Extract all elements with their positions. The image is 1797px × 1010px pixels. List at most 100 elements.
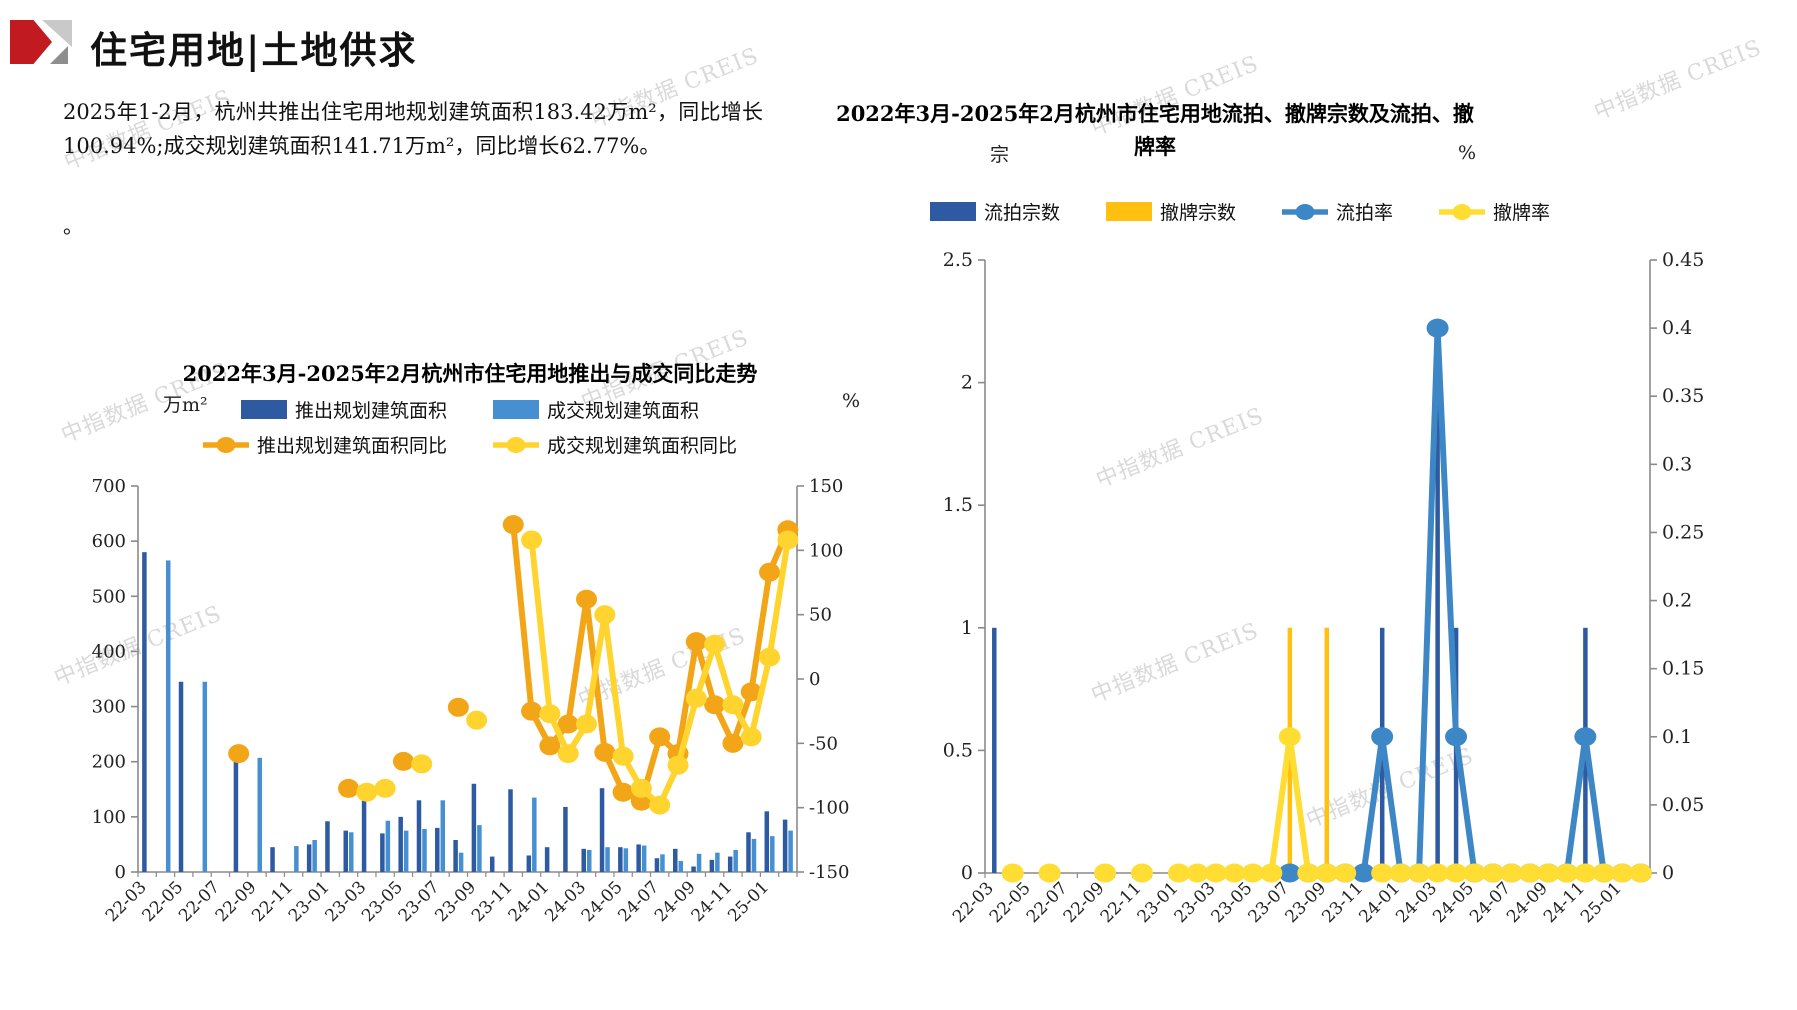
legend-line-swatch-icon xyxy=(202,436,249,453)
svg-text:23-05: 23-05 xyxy=(358,877,407,926)
summary-paragraph: 2025年1-2月，杭州共推出住宅用地规划建筑面积183.42万m²，同比增长1… xyxy=(63,100,763,158)
svg-text:0.1: 0.1 xyxy=(1662,726,1692,748)
svg-text:24-09: 24-09 xyxy=(651,877,700,926)
left-chart-legend: 推出规划建筑面积 成交规划建筑面积推出规划建筑面积同比 成交规划建筑面积同比 xyxy=(140,396,800,458)
svg-text:0.05: 0.05 xyxy=(1662,794,1704,816)
svg-text:-50: -50 xyxy=(809,733,838,754)
legend-bar-swatch-icon xyxy=(493,400,539,419)
right-chart-left-axis-unit: 宗 xyxy=(990,144,1010,166)
svg-text:0.45: 0.45 xyxy=(1662,249,1704,271)
svg-text:700: 700 xyxy=(92,476,126,497)
left-chart-left-axis-unit: 万m² xyxy=(163,394,208,416)
legend-item: 撤牌率 xyxy=(1439,198,1550,225)
svg-text:24-03: 24-03 xyxy=(541,877,590,926)
svg-text:25-01: 25-01 xyxy=(1577,878,1626,927)
legend-item: 流拍宗数 xyxy=(929,198,1060,225)
legend-line-swatch-icon xyxy=(493,436,539,453)
svg-text:-150: -150 xyxy=(809,862,849,883)
page-title: 住宅用地|土地供求 xyxy=(90,28,418,72)
legend-label: 撤牌率 xyxy=(1493,202,1551,224)
legend-bar-swatch-icon xyxy=(1105,202,1152,221)
svg-text:23-01: 23-01 xyxy=(1134,878,1183,927)
legend-label: 推出规划建筑面积同比 xyxy=(256,435,447,457)
svg-text:0.35: 0.35 xyxy=(1662,385,1704,407)
svg-text:23-09: 23-09 xyxy=(431,877,480,926)
svg-text:600: 600 xyxy=(92,531,126,552)
svg-text:24-11: 24-11 xyxy=(1540,878,1589,927)
svg-text:400: 400 xyxy=(92,641,126,662)
svg-text:24-09: 24-09 xyxy=(1503,878,1552,927)
right-chart: 0 0.5 1 1.5 2 2.5 0 0.05 0.1 0.15 0.2 0.25 0.3 0.35 0.… xyxy=(943,249,1705,927)
legend-item: 推出规划建筑面积同比 xyxy=(202,431,447,458)
svg-text:0.3: 0.3 xyxy=(1662,453,1692,475)
legend-label: 流拍率 xyxy=(1336,202,1394,224)
svg-text:23-11: 23-11 xyxy=(1318,878,1367,927)
svg-text:23-03: 23-03 xyxy=(1171,878,1220,927)
legend-item: 成交规划建筑面积同比 xyxy=(493,431,737,458)
svg-text:0.25: 0.25 xyxy=(1662,521,1704,543)
svg-text:23-11: 23-11 xyxy=(468,877,517,926)
svg-text:22-07: 22-07 xyxy=(1023,878,1072,927)
svg-text:1.5: 1.5 xyxy=(943,494,973,516)
svg-text:24-01: 24-01 xyxy=(505,877,554,926)
legend-label: 流拍宗数 xyxy=(983,202,1060,224)
svg-text:22-03: 22-03 xyxy=(949,878,998,927)
svg-text:22-07: 22-07 xyxy=(175,877,224,926)
right-chart-right-axis-unit: % xyxy=(1458,142,1477,164)
legend-bar-swatch-icon xyxy=(929,202,976,221)
svg-text:500: 500 xyxy=(92,586,126,607)
svg-text:24-05: 24-05 xyxy=(1429,878,1478,927)
svg-text:23-07: 23-07 xyxy=(395,877,444,926)
left-chart-title: 2022年3月-2025年2月杭州市住宅用地推出与成交同比走势 xyxy=(182,361,758,386)
svg-text:22-09: 22-09 xyxy=(212,877,261,926)
right-chart-legend: 流拍宗数 撤牌宗数 流拍率 撤牌率 xyxy=(900,198,1580,225)
legend-label: 成交规划建筑面积 xyxy=(547,400,700,422)
legend-line-swatch-icon xyxy=(1439,203,1486,220)
svg-text:23-01: 23-01 xyxy=(285,877,334,926)
svg-text:100: 100 xyxy=(809,540,843,561)
legend-item: 撤牌宗数 xyxy=(1105,198,1236,225)
svg-text:22-11: 22-11 xyxy=(248,877,297,926)
svg-text:1: 1 xyxy=(961,617,973,639)
legend-label: 成交规划建筑面积同比 xyxy=(547,435,738,457)
svg-text:22-05: 22-05 xyxy=(986,878,1035,927)
legend-line-swatch-icon xyxy=(1282,203,1328,220)
legend-label: 推出规划建筑面积 xyxy=(294,400,447,422)
svg-text:24-05: 24-05 xyxy=(578,877,627,926)
left-chart-right-axis-unit: % xyxy=(842,390,861,412)
legend-item: 流拍率 xyxy=(1282,198,1393,225)
svg-text:2.5: 2.5 xyxy=(943,249,973,271)
stray-period: 。 xyxy=(63,214,83,238)
svg-text:100: 100 xyxy=(92,807,126,828)
watermark: 中指数据 CREIS xyxy=(1590,35,1766,126)
svg-text:24-03: 24-03 xyxy=(1392,878,1441,927)
svg-text:22-11: 22-11 xyxy=(1097,878,1146,927)
svg-text:24-07: 24-07 xyxy=(614,877,663,926)
svg-text:22-05: 22-05 xyxy=(138,877,187,926)
legend-row: 流拍宗数 撤牌宗数 流拍率 撤牌率 xyxy=(929,198,1550,225)
legend-item: 成交规划建筑面积 xyxy=(493,396,699,423)
svg-text:22-03: 22-03 xyxy=(102,877,151,926)
svg-text:0.15: 0.15 xyxy=(1662,658,1704,680)
svg-text:23-07: 23-07 xyxy=(1245,878,1294,927)
svg-text:0: 0 xyxy=(809,669,820,690)
svg-text:0: 0 xyxy=(961,862,973,884)
svg-text:200: 200 xyxy=(92,752,126,773)
svg-text:24-11: 24-11 xyxy=(688,877,737,926)
svg-text:0.5: 0.5 xyxy=(943,739,973,761)
svg-text:23-09: 23-09 xyxy=(1281,878,1330,927)
creis-logo-icon xyxy=(10,18,80,66)
svg-text:-100: -100 xyxy=(809,798,849,819)
svg-text:0: 0 xyxy=(1662,862,1674,884)
svg-text:24-01: 24-01 xyxy=(1355,878,1404,927)
right-chart-title-line1: 2022年3月-2025年2月杭州市住宅用地流拍、撤牌宗数及流拍、撤 xyxy=(836,101,1474,126)
svg-text:150: 150 xyxy=(809,476,843,497)
svg-text:50: 50 xyxy=(809,605,832,626)
svg-text:0.4: 0.4 xyxy=(1662,317,1692,339)
svg-text:300: 300 xyxy=(92,697,126,718)
legend-row: 推出规划建筑面积同比 成交规划建筑面积同比 xyxy=(202,431,737,458)
svg-text:25-01: 25-01 xyxy=(724,877,773,926)
svg-text:2: 2 xyxy=(961,372,973,394)
